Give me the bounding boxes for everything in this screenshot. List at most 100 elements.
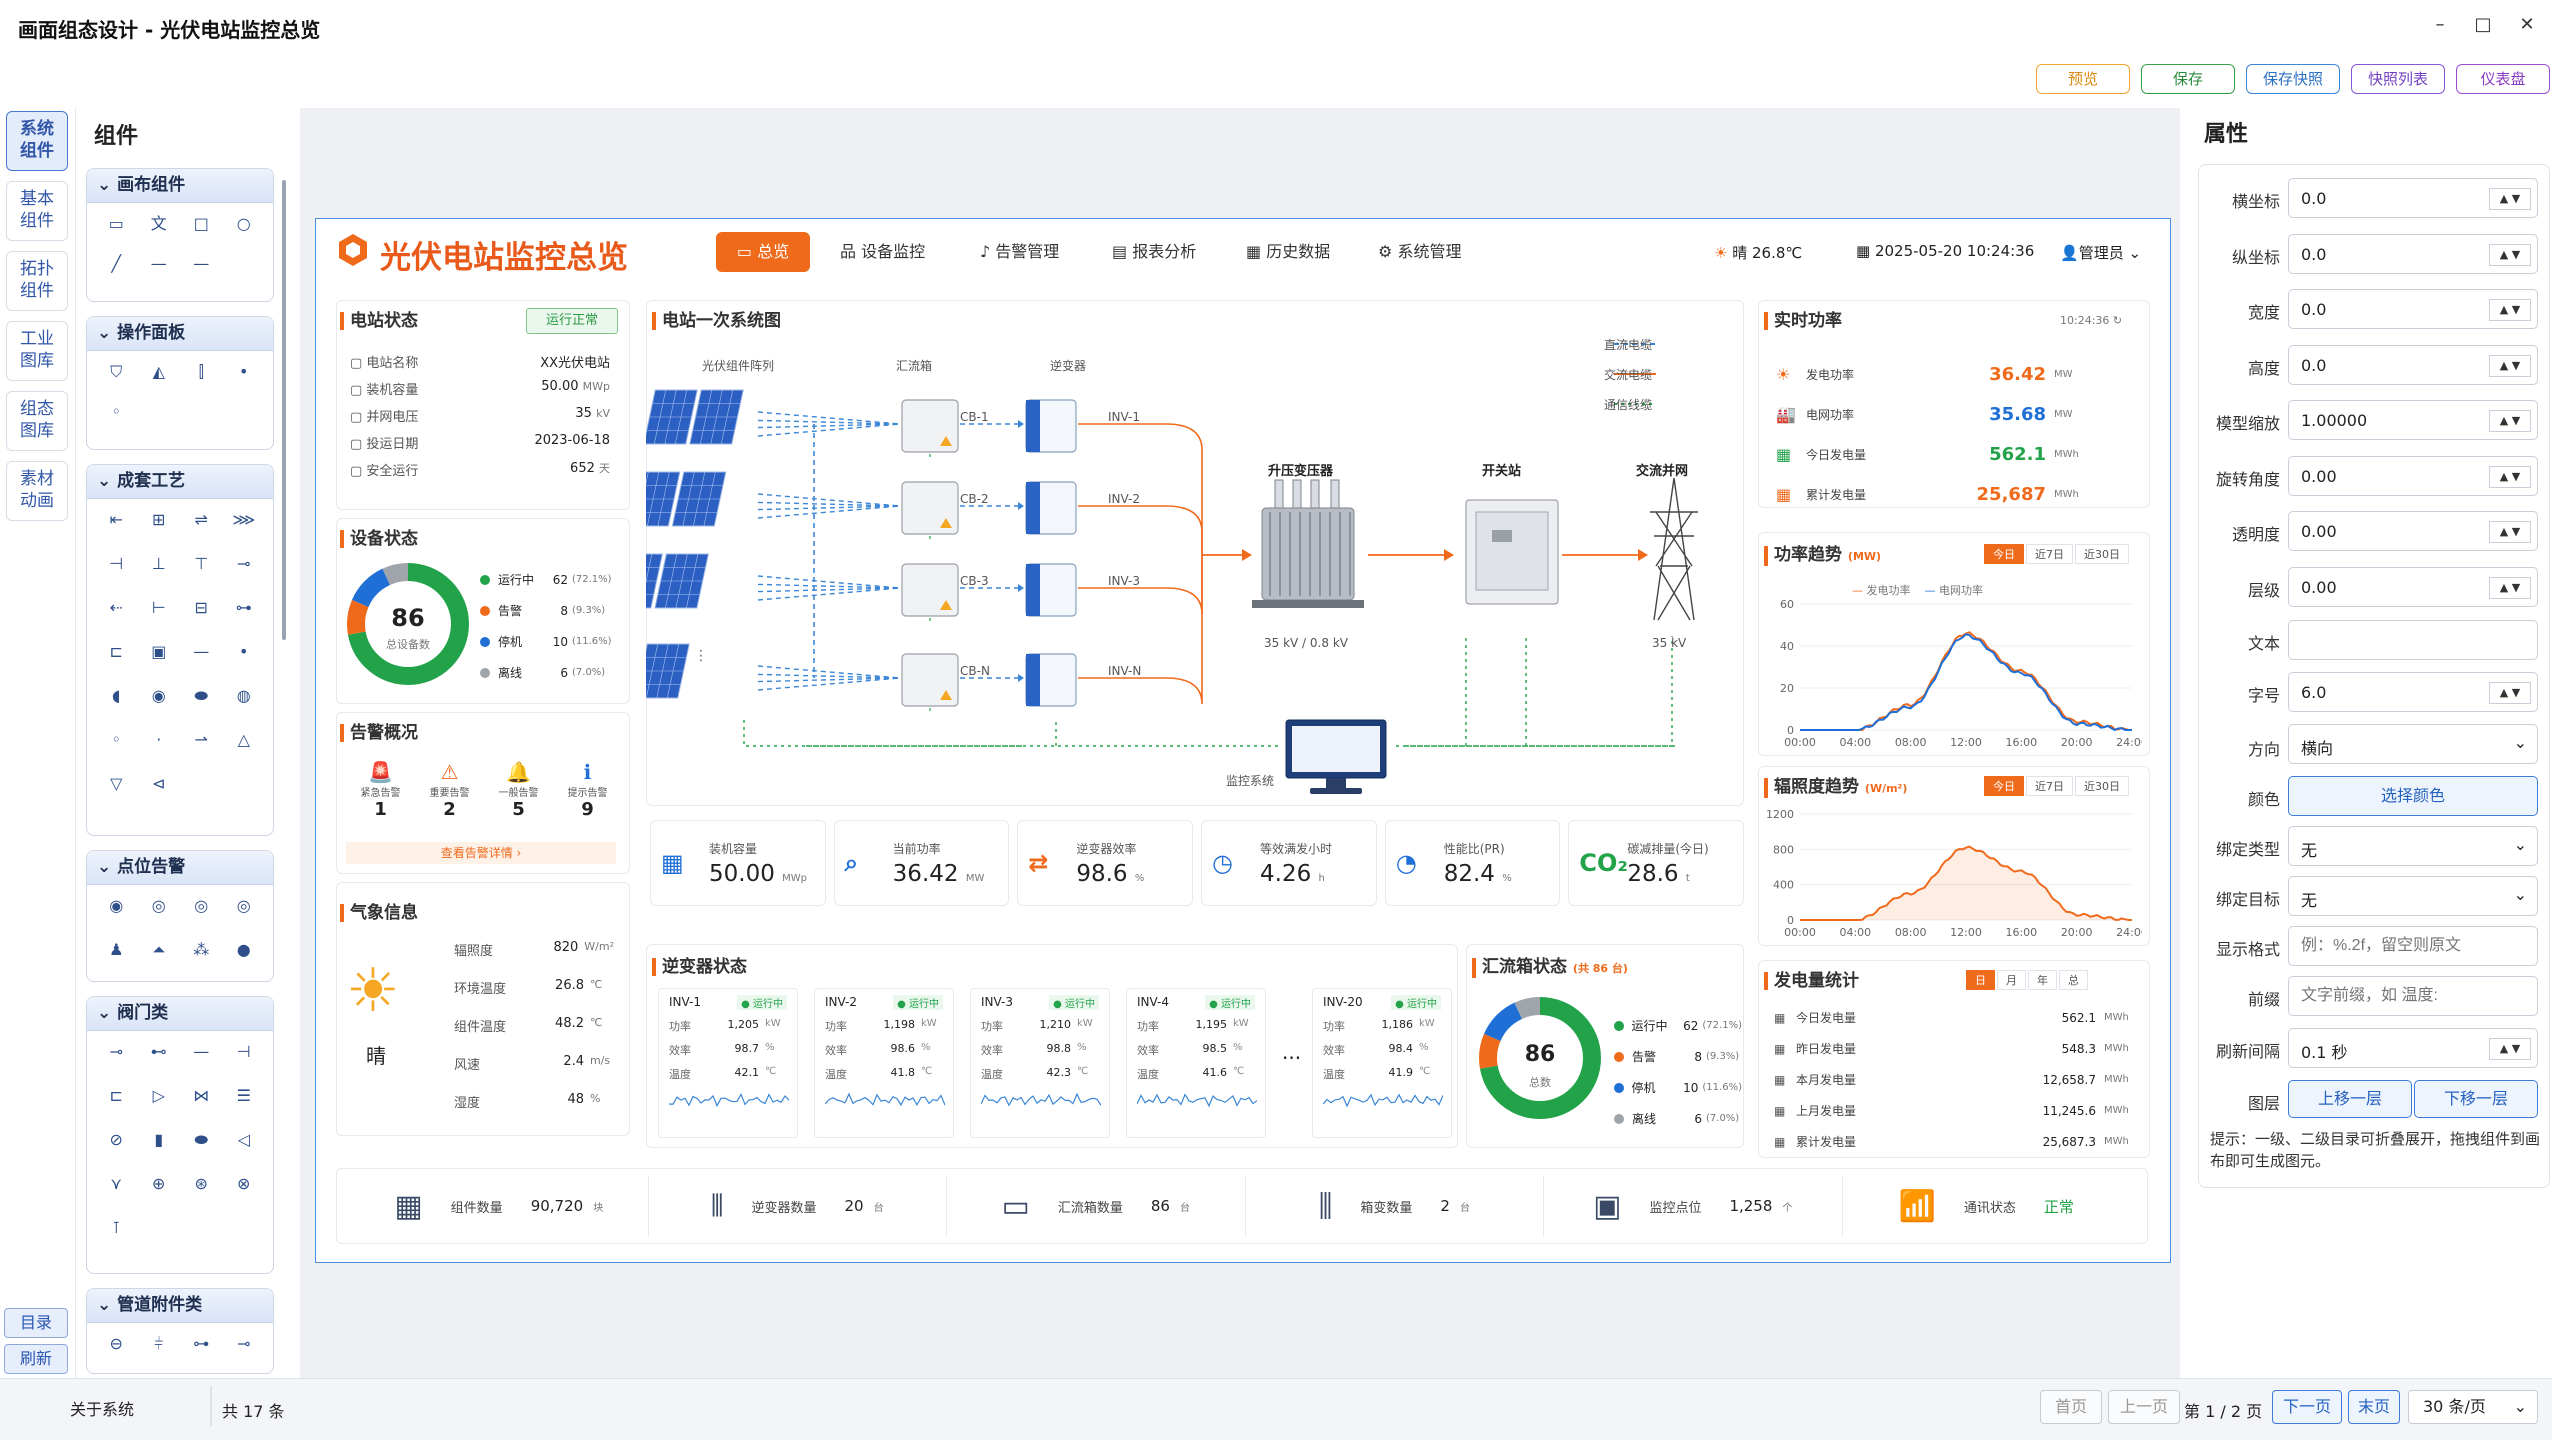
stepper-icon[interactable]: ▲ ▼ — [2489, 682, 2531, 704]
process-icon[interactable]: ◖ — [112, 686, 121, 705]
stepper-icon[interactable]: ▲ ▼ — [2489, 188, 2531, 210]
tab-3[interactable]: 总 — [2059, 970, 2088, 990]
component-scrollbar[interactable] — [282, 180, 286, 640]
tab-0[interactable]: 今日 — [1984, 544, 2024, 564]
valve-icon[interactable]: ☰ — [236, 1086, 251, 1105]
refresh-button[interactable]: 刷新 — [4, 1344, 68, 1374]
valve-icon[interactable]: ⊗ — [237, 1174, 251, 1193]
last-page-button[interactable]: 末页 — [2348, 1390, 2400, 1424]
prop-input[interactable]: 0.00 ▲ ▼ — [2288, 566, 2538, 607]
rect-widget-icon[interactable]: □ — [193, 214, 209, 233]
alarm-point-icon[interactable]: ⏶ — [152, 940, 166, 959]
bind-target-select[interactable]: 无 ⌄ — [2288, 876, 2538, 916]
circle-widget-icon[interactable]: ○ — [236, 214, 251, 233]
tab-2[interactable]: 年 — [2028, 970, 2057, 990]
valve-icon[interactable]: ⊺ — [112, 1218, 121, 1237]
valve-icon[interactable]: ⋈ — [193, 1086, 210, 1105]
nav-history[interactable]: ▦ 历史数据 — [1246, 242, 1331, 261]
process-icon[interactable]: ◍ — [236, 686, 251, 705]
valve-icon[interactable]: ⊛ — [194, 1174, 208, 1193]
pipe-fitting-icon[interactable]: ⊶ — [193, 1334, 210, 1353]
inverter-status-item[interactable]: INV-20 ● 运行中 功率 1,186 kW 效率 98.4% 温度 41.9 ℃ — [1312, 988, 1452, 1138]
bind-type-select[interactable]: 无 ⌄ — [2288, 826, 2538, 866]
hline-icon[interactable]: — — [150, 254, 167, 273]
prefix-input[interactable] — [2288, 976, 2538, 1016]
prop-input[interactable]: 0.00 ▲ ▼ — [2288, 511, 2538, 551]
choose-color-button[interactable]: 选择颜色 — [2288, 776, 2538, 816]
prop-input[interactable]: 0.00 ▲ ▼ — [2288, 455, 2538, 496]
pipe-fitting-icon[interactable]: ⊸ — [237, 1334, 251, 1353]
process-icon[interactable]: ⊟ — [194, 598, 208, 617]
valve-icon[interactable]: ▮ — [154, 1130, 164, 1149]
alarm-detail-link[interactable]: 查看告警详情 › — [346, 842, 616, 864]
group-header[interactable]: ⌄ 画布组件 — [87, 169, 273, 203]
process-icon[interactable]: ⊢ — [151, 598, 166, 617]
valve-icon[interactable]: ◁ — [237, 1130, 250, 1149]
close-button[interactable]: ✕ — [2519, 14, 2535, 35]
alarm-point-icon[interactable]: ◉ — [109, 896, 124, 915]
valve-icon[interactable]: ⊷ — [150, 1042, 167, 1061]
prop-input[interactable]: 1.00000 ▲ ▼ — [2288, 400, 2538, 440]
tab-0[interactable]: 日 — [1966, 970, 1995, 990]
nav-device-monitor[interactable]: 品 设备监控 — [840, 242, 926, 261]
inverter-status-item[interactable]: INV-1 ● 运行中 功率 1,205 kW 效率 98.7% 温度 42.1 ℃ — [658, 988, 798, 1138]
process-icon[interactable]: ⇤ — [109, 510, 123, 529]
user-menu[interactable]: 👤管理员 ⌄ — [2060, 244, 2142, 262]
nav-system-management[interactable]: ⚙ 系统管理 — [1378, 242, 1462, 261]
process-icon[interactable]: ⇠ — [109, 598, 123, 617]
button-widget-icon[interactable]: ▭ — [108, 214, 124, 233]
prop-input[interactable]: 0.0 ▲ ▼ — [2288, 344, 2538, 385]
valve-icon[interactable]: ⋎ — [110, 1174, 123, 1193]
rail-industrial-library[interactable]: 工业 图库 — [6, 321, 68, 381]
bulb-op-icon[interactable]: ◦ — [111, 402, 121, 421]
process-icon[interactable]: ⇀ — [194, 730, 208, 749]
alarm-point-icon[interactable]: ◎ — [151, 896, 166, 915]
save-button[interactable]: 保存 — [2141, 64, 2235, 94]
stepper-icon[interactable]: ▲ ▼ — [2489, 521, 2531, 543]
text-input[interactable] — [2288, 620, 2538, 660]
rail-material-animation[interactable]: 素材 动画 — [6, 461, 68, 521]
stepper-icon[interactable]: ▲ ▼ — [2489, 1038, 2531, 1060]
process-icon[interactable]: ⊏ — [109, 642, 123, 661]
gauge-op-icon[interactable]: ⫿ — [198, 362, 204, 381]
valve-icon[interactable]: ⊸ — [109, 1042, 123, 1061]
tab-1[interactable]: 近7日 — [2026, 776, 2073, 796]
alarm-point-icon[interactable]: ● — [236, 940, 251, 959]
alarm-item[interactable]: 🔔 一般告警 5 — [489, 760, 549, 820]
minimize-button[interactable]: – — [2435, 14, 2445, 35]
valve-icon[interactable]: ⊣ — [236, 1042, 251, 1061]
alarm-item[interactable]: ⚠ 重要告警 2 — [420, 760, 480, 820]
layer-down-button[interactable]: 下移一层 — [2414, 1080, 2538, 1118]
maximize-button[interactable]: □ — [2474, 14, 2492, 35]
inverter-status-item[interactable]: INV-2 ● 运行中 功率 1,198 kW 效率 98.6% 温度 41.8 ℃ — [814, 988, 954, 1138]
process-icon[interactable]: — — [193, 642, 210, 661]
stepper-icon[interactable]: ▲ ▼ — [2489, 243, 2531, 266]
tab-2[interactable]: 近30日 — [2075, 776, 2129, 796]
tab-2[interactable]: 近30日 — [2075, 544, 2129, 564]
about-system-link[interactable]: 关于系统 — [70, 1400, 135, 1419]
group-header[interactable]: ⌄ 操作面板 — [87, 317, 273, 351]
process-icon[interactable]: • — [239, 642, 249, 661]
prop-input[interactable]: 0.0 ▲ ▼ — [2288, 178, 2538, 218]
process-icon[interactable]: ⇌ — [194, 510, 208, 529]
nav-report-analysis[interactable]: ▤ 报表分析 — [1112, 242, 1197, 261]
process-icon[interactable]: ⊸ — [237, 554, 251, 573]
process-icon[interactable]: ◉ — [151, 686, 166, 705]
group-header[interactable]: ⌄ 阀门类 — [87, 997, 273, 1031]
save-snapshot-button[interactable]: 保存快照 — [2246, 64, 2340, 94]
alarm-item[interactable]: ℹ 提示告警 9 — [558, 760, 618, 820]
nav-alarm-management[interactable]: ♪ 告警管理 — [980, 242, 1060, 261]
rail-system-components[interactable]: 系统 组件 — [6, 111, 68, 171]
alarm-item[interactable]: 🚨 紧急告警 1 — [351, 760, 411, 820]
inverter-status-item[interactable]: INV-4 ● 运行中 功率 1,195 kW 效率 98.5% 温度 41.6 ℃ — [1126, 988, 1266, 1138]
alarm-point-icon[interactable]: ◎ — [194, 896, 209, 915]
pipe-fitting-icon[interactable]: ⫩ — [154, 1334, 164, 1353]
process-icon[interactable]: ⬬ — [194, 686, 209, 705]
group-header[interactable]: ⌄ 管道附件类 — [87, 1289, 273, 1323]
valve-icon[interactable]: ⊘ — [109, 1130, 123, 1149]
valve-icon[interactable]: ⬬ — [194, 1130, 209, 1149]
dot-op-icon[interactable]: • — [239, 362, 249, 381]
pump-op-icon[interactable]: ◭ — [152, 362, 165, 381]
process-icon[interactable]: ⊶ — [235, 598, 252, 617]
process-icon[interactable]: ⊞ — [152, 510, 166, 529]
